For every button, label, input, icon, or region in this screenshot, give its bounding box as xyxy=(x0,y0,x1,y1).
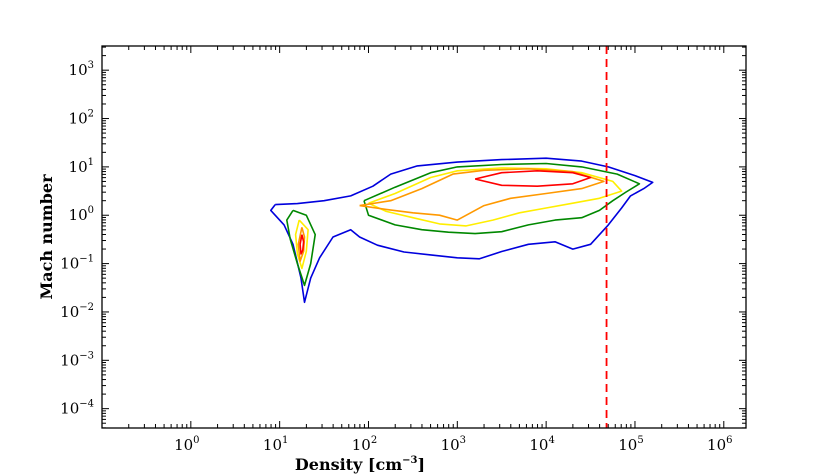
y-tick-label-2: 10−2 xyxy=(60,302,94,321)
x-tick-label-4: 104 xyxy=(529,435,554,454)
y-tick-label-6: 102 xyxy=(69,109,94,128)
x-tick-label-0: 100 xyxy=(174,435,199,454)
y-tick-label-1: 10−3 xyxy=(60,350,94,369)
plot-frame xyxy=(101,45,747,429)
y-tick-label-5: 101 xyxy=(69,157,94,176)
contour-outer-path-0 xyxy=(270,157,654,304)
plot-area xyxy=(270,46,654,428)
contour-level-3-path-0 xyxy=(368,167,623,227)
y-axis-label: Mach number xyxy=(37,174,56,300)
contour-level-2-path-1 xyxy=(286,209,316,287)
y-tick-label-0: 10−4 xyxy=(60,399,94,418)
x-tick-label-2: 102 xyxy=(352,435,377,454)
axis-ticks: 100 101 102 103 104 105 106 10−4 10−3 10−2 10−1 100… xyxy=(60,46,746,454)
contour-level-4-path-1 xyxy=(297,227,306,262)
contour-level-3-path-1 xyxy=(294,219,309,270)
y-tick-label-7: 103 xyxy=(69,60,94,79)
y-tick-label-4: 100 xyxy=(69,205,94,224)
contour-level-4 xyxy=(297,168,605,262)
contour-peak xyxy=(299,170,592,255)
y-tick-label-3: 10−1 xyxy=(60,254,94,273)
contour-peak-path-1 xyxy=(299,234,305,255)
x-axis-label: Density [cm−3] xyxy=(295,455,425,474)
contour-level-3 xyxy=(294,167,623,270)
contour-outer xyxy=(270,157,654,304)
x-tick-label-3: 103 xyxy=(441,435,466,454)
x-tick-label-1: 101 xyxy=(263,435,288,454)
x-tick-label-5: 105 xyxy=(618,435,643,454)
contour-peak-path-0 xyxy=(474,170,592,187)
contour-level-4-path-0 xyxy=(359,168,605,221)
x-tick-label-6: 106 xyxy=(707,435,732,454)
contour-level-2 xyxy=(286,162,641,287)
